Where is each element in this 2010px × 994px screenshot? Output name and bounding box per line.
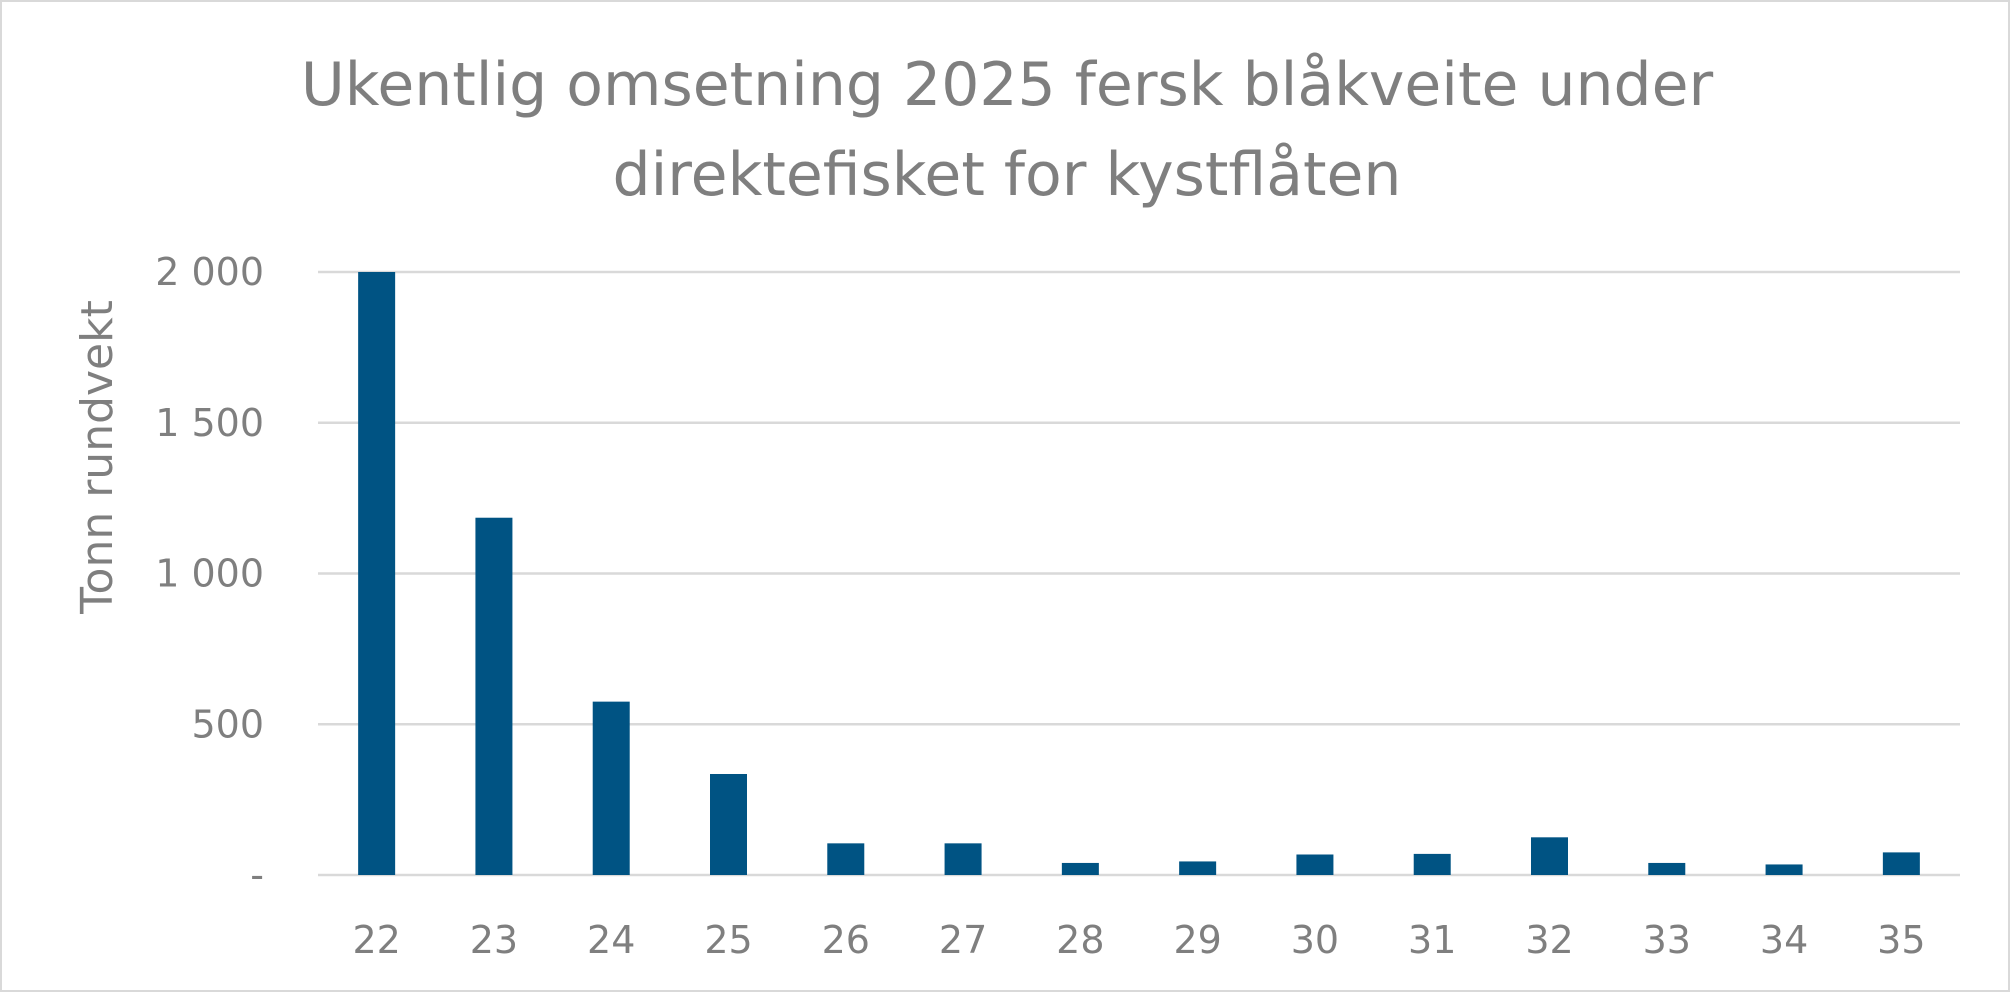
bars [358,272,1920,875]
bar-week-33 [1648,862,1686,875]
x-tick-label: 26 [822,918,870,962]
bar-week-24 [592,701,630,875]
x-tick-label: 31 [1408,918,1456,962]
x-tick-label: 27 [939,918,987,962]
bar-week-25 [710,773,747,875]
y-tick-label: 1 000 [155,552,264,596]
x-tick-label: 34 [1760,918,1808,962]
x-tick-label: 30 [1291,918,1339,962]
bar-week-34 [1765,864,1803,875]
chart-title-line-2: direktefisket for kystflåten [613,140,1402,210]
y-tick-label: 2 000 [155,250,264,294]
bar-week-29 [1179,861,1217,875]
x-tick-label: 33 [1643,918,1691,962]
bar-week-31 [1413,853,1451,875]
x-tick-label: 25 [704,918,752,962]
x-tick-label: 35 [1877,918,1925,962]
y-axis-title: Tonn rundvekt [72,300,123,615]
y-tick-label: 1 500 [155,401,264,445]
x-tick-label: 29 [1173,918,1221,962]
bar-week-30 [1296,854,1334,875]
x-axis-ticks: 22 23 24 25 26 27 28 29 30 31 32 33 34 35 [352,918,1925,962]
x-tick-label: 24 [587,918,635,962]
y-axis-ticks: - 500 1 000 1 500 2 000 [155,250,264,897]
bar-week-26 [827,843,865,875]
y-tick-label: 500 [191,702,264,746]
gridlines [318,270,1960,877]
bar-week-28 [1061,862,1099,875]
x-tick-label: 22 [352,918,400,962]
x-tick-label: 23 [470,918,518,962]
bar-week-22 [358,272,396,875]
x-tick-label: 28 [1056,918,1104,962]
bar-week-32 [1531,837,1568,875]
y-tick-label: - [250,853,264,897]
x-tick-label: 32 [1525,918,1573,962]
bar-week-35 [1882,852,1920,875]
bar-week-23 [475,517,513,875]
chart-title-line-1: Ukentlig omsetning 2025 fersk blåkveite … [301,50,1714,120]
bar-week-27 [944,843,982,875]
